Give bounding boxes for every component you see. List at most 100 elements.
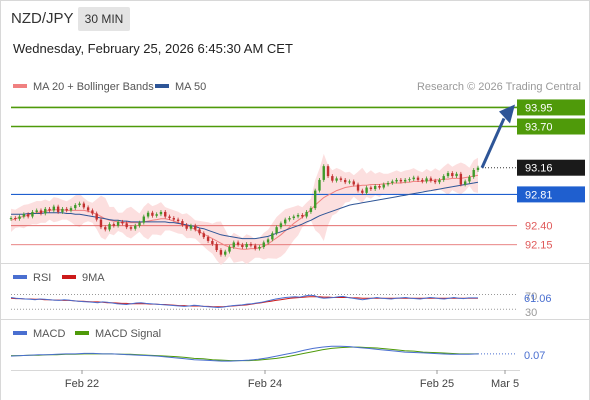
macd-value-label: 0.07 <box>524 350 545 362</box>
candle-body <box>425 178 428 182</box>
candle-body <box>262 242 265 248</box>
candle-body <box>378 186 381 188</box>
level-label-support2: 92.15 <box>525 240 553 252</box>
candle-body <box>232 242 235 248</box>
moving-averages <box>10 174 479 250</box>
candle-body <box>134 225 137 229</box>
candle-body <box>31 211 34 217</box>
bollinger-band <box>11 153 478 265</box>
candle-body <box>305 211 308 217</box>
candle-body <box>52 206 56 211</box>
forecast-arrow-shaft <box>480 117 506 169</box>
candle-body <box>339 178 343 180</box>
candle-body <box>258 247 261 249</box>
x-tick-feb25: Feb 25 <box>420 378 454 390</box>
candle-body <box>82 203 86 208</box>
candle-body <box>219 250 223 255</box>
candle-body <box>74 205 77 209</box>
macd-legend-label: MACD <box>33 328 65 340</box>
candle-body <box>211 240 214 244</box>
candle-body <box>391 181 394 183</box>
candle-body <box>44 208 47 214</box>
level-labels: 93.95 93.70 93.16 92.81 92.40 92.15 <box>517 99 585 252</box>
candle-body <box>185 224 188 229</box>
candle-body <box>69 208 73 211</box>
key-levels <box>11 106 517 246</box>
candle-body <box>322 166 325 180</box>
candle-body <box>249 243 253 246</box>
candle-body <box>442 176 445 180</box>
candle-body <box>318 179 321 191</box>
candle-body <box>403 179 407 182</box>
candle-body <box>301 214 304 217</box>
candle-body <box>451 173 454 177</box>
rsi-line <box>10 294 478 309</box>
candle-body <box>429 178 433 181</box>
level-label-pivot: 92.81 <box>525 189 553 201</box>
candle-body <box>292 216 295 219</box>
candle-body <box>206 237 210 241</box>
candle-body <box>61 208 64 212</box>
macd-panel <box>10 345 517 362</box>
candle-body <box>125 223 128 228</box>
rsi-legend-swatch <box>13 275 27 279</box>
rsi-70-label: 70 <box>525 291 537 303</box>
ma20-line <box>10 174 479 250</box>
candle-body <box>459 173 463 185</box>
level-label-target1: 93.70 <box>525 122 553 134</box>
candle-body <box>168 216 171 219</box>
x-tick-mar5: Mar 5 <box>491 378 519 390</box>
candle-body <box>86 207 90 211</box>
rsi-legend: RSI 9MA <box>13 272 105 284</box>
candle-body <box>412 177 415 180</box>
candle-body <box>215 243 218 251</box>
candle-body <box>228 247 231 252</box>
candle-body <box>446 173 450 177</box>
rsi-ma-legend-swatch <box>62 275 76 279</box>
candle-body <box>35 210 38 212</box>
candle-body <box>18 216 21 219</box>
candle-body <box>468 176 471 182</box>
candle-body <box>279 223 283 228</box>
level-label-box-current <box>517 159 585 176</box>
macd-legend-swatch <box>13 331 27 335</box>
candle-body <box>202 233 205 238</box>
symbol-title: NZD/JPY <box>11 10 74 27</box>
rsi-30-label: 30 <box>525 307 537 319</box>
candle-body <box>399 179 403 182</box>
candle-body <box>155 214 158 216</box>
candle-body <box>421 179 424 182</box>
candle-body <box>104 227 107 230</box>
candle-body <box>129 227 133 229</box>
candle-body <box>343 179 347 183</box>
level-label-support1: 92.40 <box>525 221 553 233</box>
candle-body <box>194 225 197 230</box>
candle-body <box>224 251 227 255</box>
rsi-legend-label: RSI <box>33 272 51 284</box>
candle-body <box>108 224 111 230</box>
candle-body <box>121 221 124 224</box>
ma50-legend-swatch <box>155 84 169 88</box>
timeframe-badge[interactable]: 30 MIN <box>78 7 130 31</box>
bollinger-band-fill <box>11 153 478 265</box>
rsi-ma-legend-label: 9MA <box>82 272 105 284</box>
candle-body <box>142 216 146 223</box>
candle-body <box>476 167 480 170</box>
candle-body <box>116 221 120 226</box>
candle-body <box>331 176 334 181</box>
candle-body <box>151 212 154 216</box>
candle-body <box>39 210 43 214</box>
candle-body <box>164 211 167 217</box>
forecast-arrow <box>480 104 515 169</box>
candle-body <box>472 169 475 177</box>
level-label-box-target2 <box>517 99 585 116</box>
ma50-line <box>11 181 479 240</box>
candle-body <box>99 219 103 228</box>
candle-body <box>271 233 274 240</box>
candle-body <box>112 224 116 226</box>
rsi-value-label: 61.06 <box>524 293 552 305</box>
candle-body <box>26 214 30 217</box>
candle-body <box>352 181 355 185</box>
candle-body <box>56 206 60 212</box>
